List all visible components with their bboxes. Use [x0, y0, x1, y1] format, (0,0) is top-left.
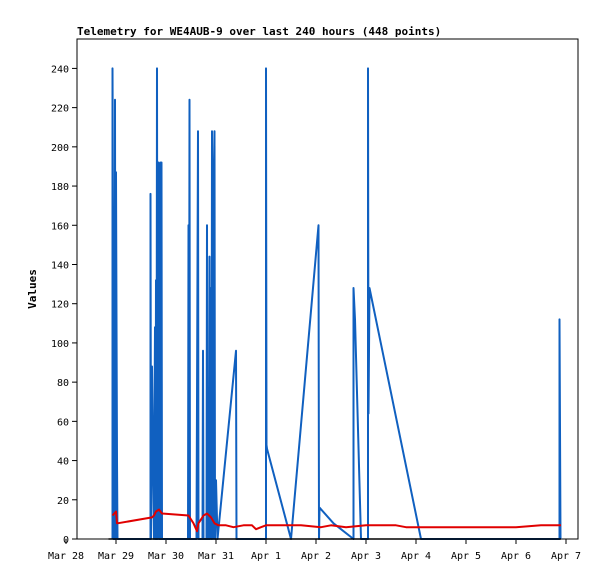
- y-axis-label: Values: [26, 269, 39, 309]
- series-layer: [108, 67, 562, 540]
- y-tick-label: 20: [57, 496, 69, 507]
- x-tick-label: Apr 2: [301, 551, 331, 562]
- series-line-2: [111, 508, 561, 533]
- y-tick-label: 220: [51, 104, 69, 115]
- series-line-1: [111, 67, 562, 540]
- x-tick-label: Apr 4: [401, 551, 431, 562]
- y-tick-label: 100: [51, 339, 69, 350]
- x-tick-label: Apr 6: [501, 551, 531, 562]
- x-tick-label: Mar 29: [98, 551, 134, 562]
- x-tick-label: Mar 30: [148, 551, 184, 562]
- y-tick-label: 120: [51, 300, 69, 311]
- y-tick-label: 160: [51, 221, 69, 232]
- y-tick-label: 200: [51, 143, 69, 154]
- y-tick-label: 140: [51, 260, 69, 271]
- y-tick-label: 240: [51, 64, 69, 75]
- x-tick-label: Mar 28: [48, 551, 84, 562]
- x-axis: Mar 28 Mar 29 Mar 30 Mar 31 Apr 1 Apr 2 Apr 3 A…: [48, 539, 581, 562]
- y-tick-label: 180: [51, 182, 69, 193]
- chart-title: Telemetry for WE4AUB-9 over last 240 hou…: [77, 25, 441, 38]
- x-tick-label: Apr 7: [551, 551, 581, 562]
- y-tick-label: 40: [57, 457, 69, 468]
- x-tick-label: Apr 1: [251, 551, 281, 562]
- x-tick-label: Mar 31: [198, 551, 234, 562]
- x-tick-label: Apr 3: [351, 551, 381, 562]
- y-tick-label: 80: [57, 378, 69, 389]
- y-axis: 020406080100120140160180200220240: [51, 64, 77, 546]
- x-tick-label: Apr 5: [451, 551, 481, 562]
- y-tick-label: 60: [57, 417, 69, 428]
